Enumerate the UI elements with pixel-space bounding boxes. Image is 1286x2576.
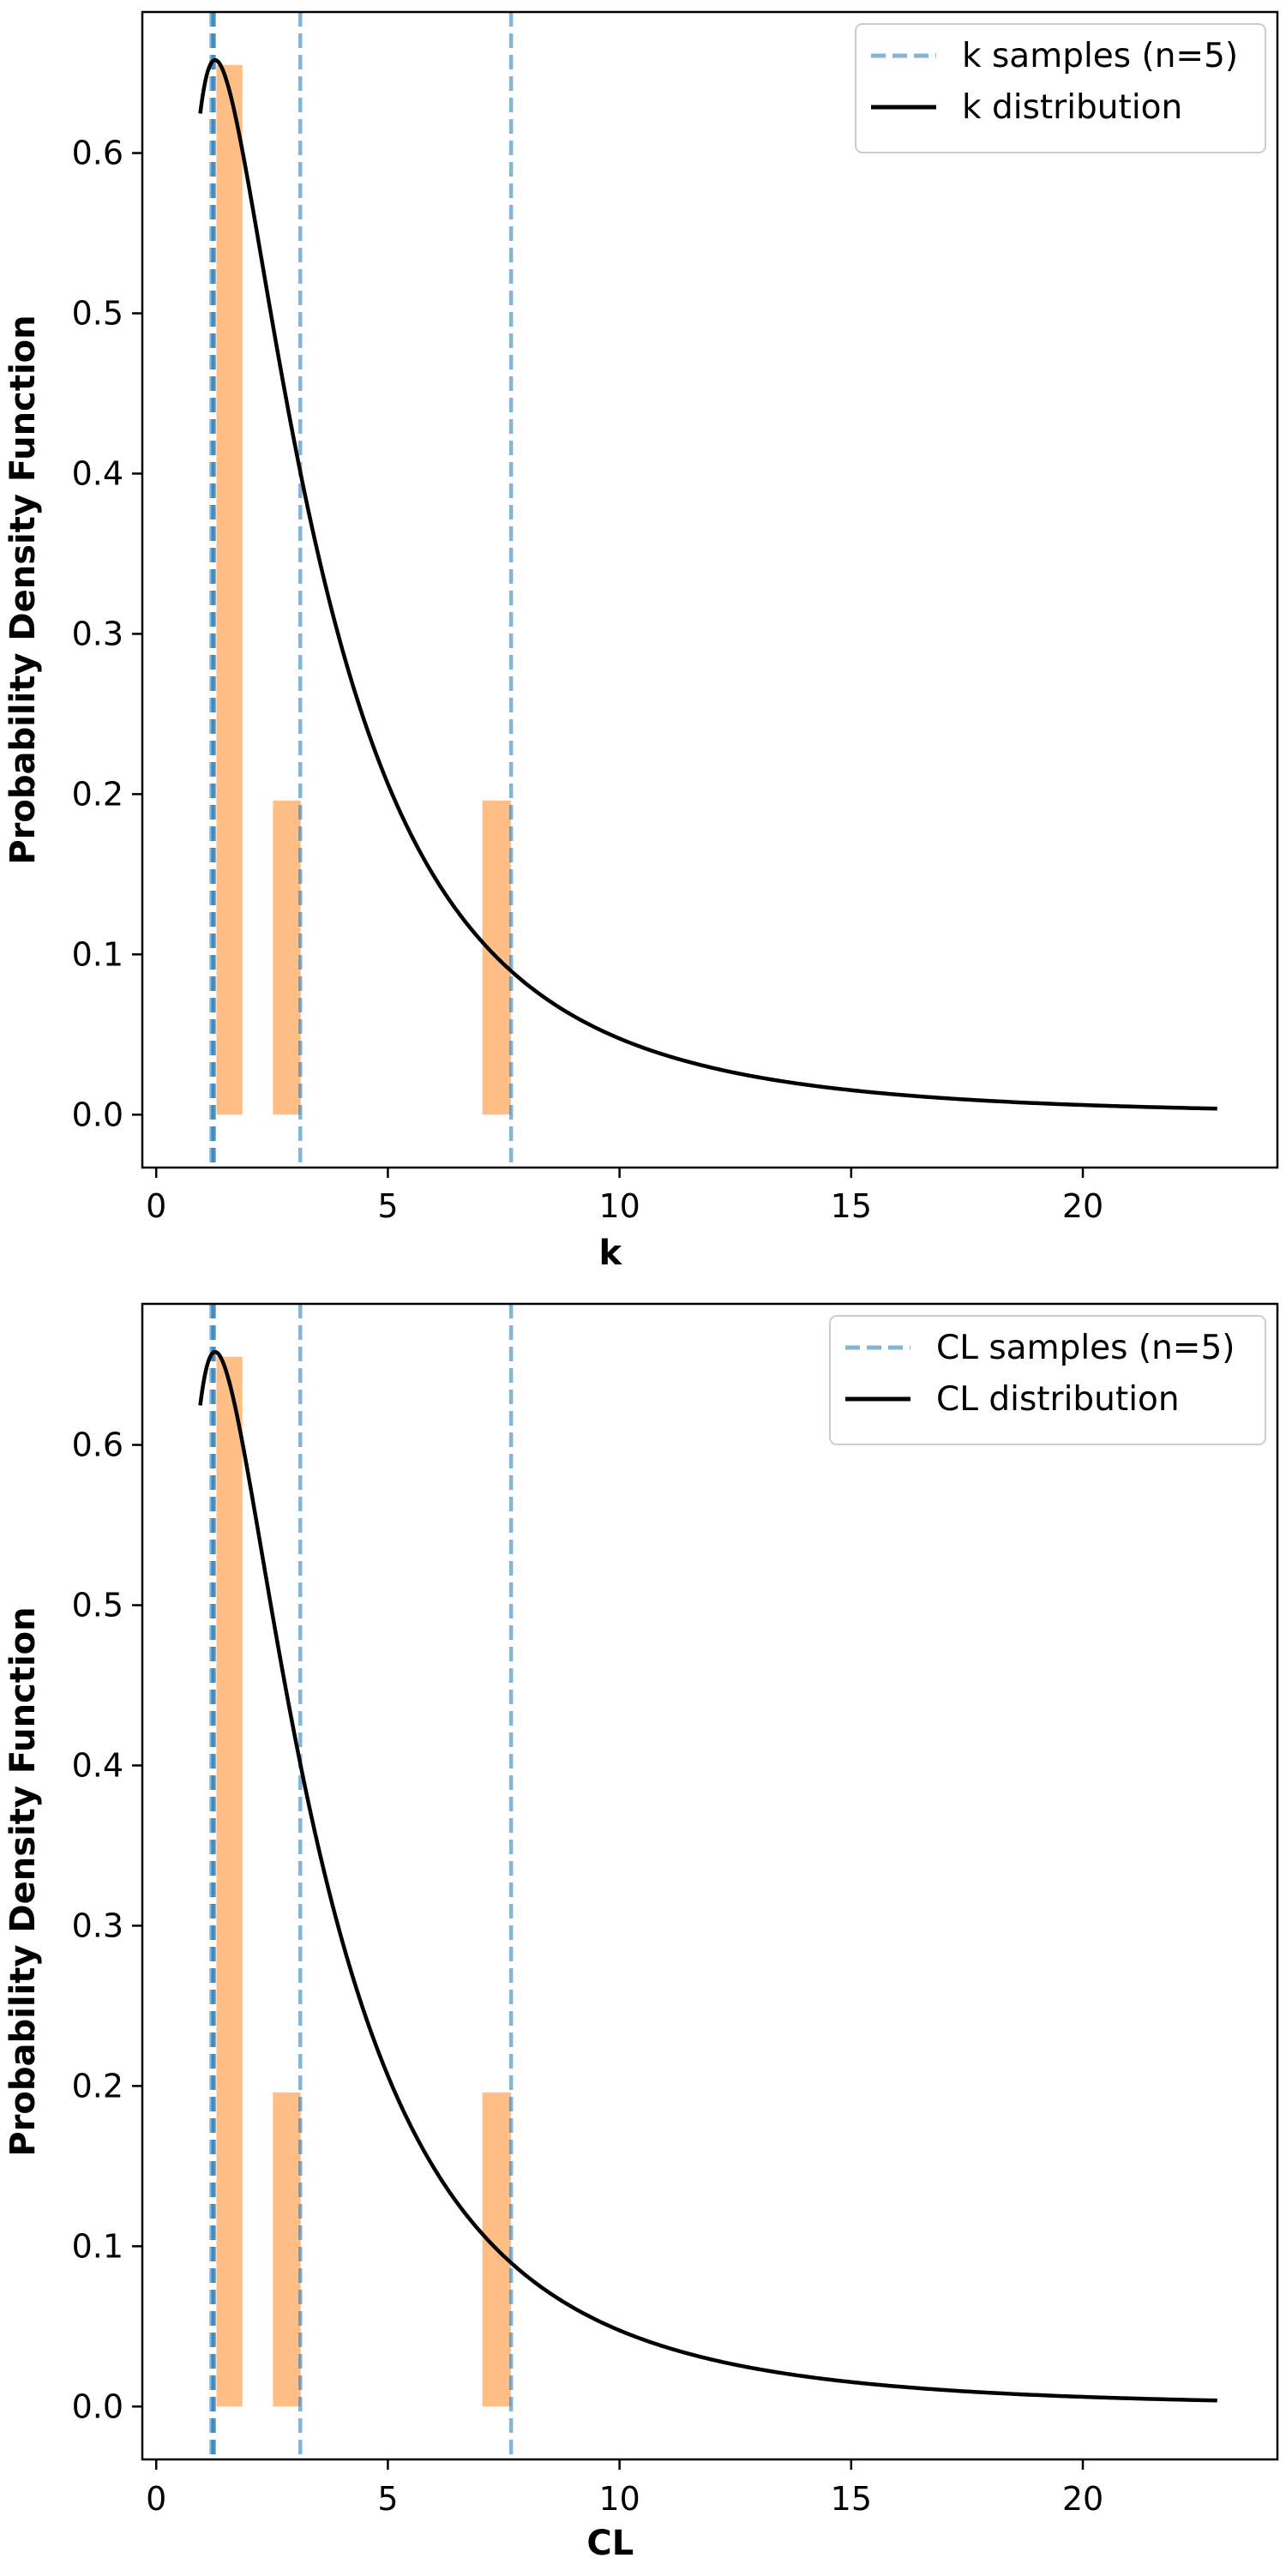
- y-axis-label: Probability Density Function: [3, 1606, 43, 2156]
- legend-label-distribution: k distribution: [962, 88, 1182, 127]
- y-tick-label: 0.3: [72, 615, 123, 652]
- y-tick-label: 0.6: [72, 135, 123, 172]
- y-tick-label: 0.2: [72, 775, 123, 813]
- y-tick-label: 0.2: [72, 2067, 123, 2105]
- y-tick-label: 0.3: [72, 1906, 123, 1944]
- legend-label-samples: CL samples (n=5): [936, 1329, 1235, 1367]
- y-tick-label: 0.5: [72, 1586, 123, 1624]
- y-tick-label: 0.5: [72, 294, 123, 332]
- legend-label-samples: k samples (n=5): [962, 37, 1238, 75]
- y-tick-label: 0.1: [72, 935, 123, 973]
- x-tick-label: 0: [146, 1187, 166, 1225]
- y-tick-label: 0.4: [72, 454, 123, 492]
- y-tick-label: 0.6: [72, 1426, 123, 1464]
- y-tick-label: 0.4: [72, 1746, 123, 1784]
- distribution-curve: [198, 57, 1217, 1111]
- x-tick-label: 5: [377, 2480, 398, 2518]
- x-tick-label: 0: [146, 2480, 166, 2518]
- histogram-bar: [273, 2092, 301, 2407]
- y-tick-label: 0.0: [72, 2387, 123, 2425]
- distribution-curve: [198, 1349, 1217, 2403]
- histogram-bar: [216, 64, 243, 1115]
- plot-area: [198, 1304, 1217, 2459]
- y-tick-label: 0.0: [72, 1096, 123, 1133]
- legend-box: [829, 1315, 1266, 1445]
- x-axis-label: k: [599, 1234, 623, 1273]
- legend: k samples (n=5) k distribution: [855, 23, 1266, 153]
- histogram-bar: [216, 1356, 243, 2407]
- legend-box: [855, 23, 1266, 153]
- x-tick-label: 5: [377, 1187, 398, 1225]
- x-tick-label: 15: [831, 1187, 872, 1225]
- histogram-bar: [273, 800, 301, 1115]
- legend: CL samples (n=5) CL distribution: [829, 1315, 1266, 1445]
- y-tick-label: 0.1: [72, 2227, 123, 2265]
- chart-panel-2: 0 5 10 15 20 0.0 0.1 0.2 0.3 0.4 0.5 0.6 CL Probabili…: [3, 1302, 1279, 2563]
- x-tick-label: 15: [831, 2480, 872, 2518]
- chart-panel-1: 0 5 10 15 20 0.0 0.1 0.2 0.3 0.4 0.5 0.6 k Probabilit…: [3, 10, 1279, 1273]
- legend-label-distribution: CL distribution: [936, 1380, 1180, 1419]
- x-tick-label: 10: [598, 2480, 640, 2518]
- axes-frame: [141, 1302, 1279, 2461]
- x-axis-label: CL: [586, 2524, 634, 2563]
- y-axis-label: Probability Density Function: [3, 315, 43, 864]
- x-tick-label: 10: [598, 1187, 640, 1225]
- plot-area: [198, 12, 1217, 1168]
- x-tick-label: 20: [1062, 2480, 1103, 2518]
- axes-frame: [141, 10, 1279, 1169]
- x-tick-label: 20: [1062, 1187, 1103, 1225]
